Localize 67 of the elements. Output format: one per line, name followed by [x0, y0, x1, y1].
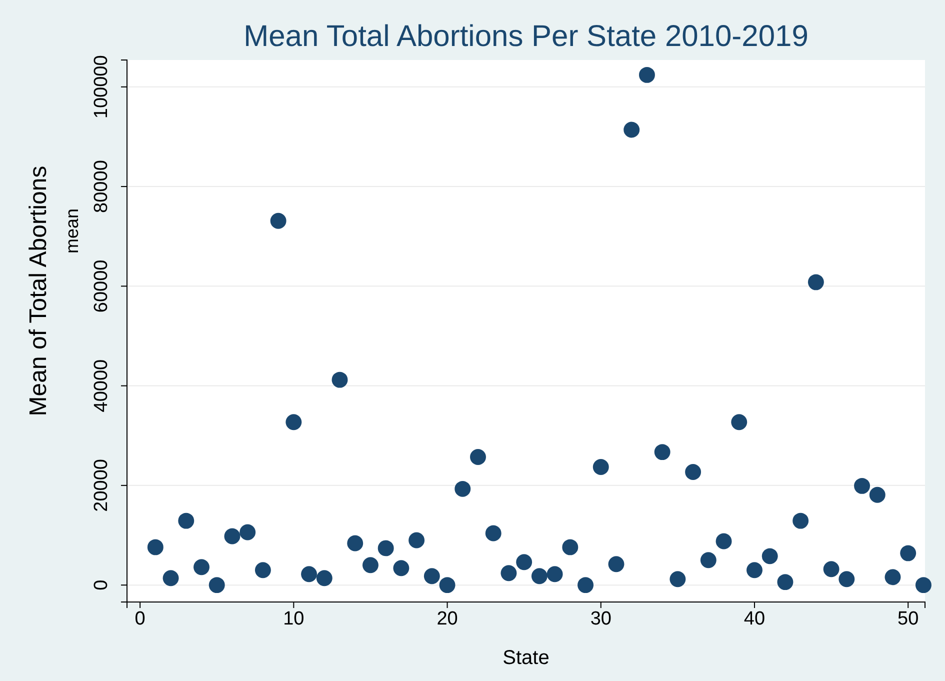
point	[670, 571, 686, 588]
point	[638, 66, 655, 83]
point	[208, 577, 225, 594]
point	[762, 548, 778, 564]
point	[654, 444, 670, 460]
y-axis-title: Mean of Total Abortions	[25, 166, 52, 416]
point	[578, 577, 594, 594]
point	[884, 569, 901, 586]
point	[900, 545, 916, 562]
point	[286, 414, 302, 430]
point	[746, 562, 762, 578]
point	[531, 568, 548, 584]
point	[608, 556, 624, 572]
point	[270, 212, 286, 229]
point	[562, 539, 578, 556]
point	[777, 574, 794, 590]
point	[408, 532, 425, 548]
point	[316, 570, 332, 586]
point	[378, 540, 394, 556]
y-tick-label: 80000	[91, 160, 112, 213]
x-tick-label: 30	[590, 608, 612, 630]
point	[147, 539, 164, 556]
point	[393, 560, 410, 576]
y-tick-label: 100000	[91, 55, 112, 119]
y-tick-label: 60000	[91, 260, 112, 313]
y-tick-label: 40000	[91, 359, 112, 412]
point	[332, 372, 348, 388]
point	[500, 565, 517, 582]
point	[823, 561, 840, 578]
x-axis-title: State	[502, 647, 550, 669]
point	[516, 554, 532, 570]
point	[624, 122, 640, 138]
point	[731, 414, 748, 430]
x-tick-label: 50	[898, 608, 919, 630]
point	[362, 557, 378, 574]
point	[162, 570, 179, 586]
point	[792, 512, 809, 529]
point	[700, 552, 716, 568]
point	[716, 533, 732, 550]
x-tick-label: 0	[134, 608, 146, 630]
point	[808, 274, 824, 290]
point	[178, 512, 194, 529]
point	[915, 577, 932, 594]
point	[240, 524, 256, 540]
chart-title: Mean Total Abortions Per State 2010-2019	[244, 20, 808, 53]
x-tick-label: 40	[744, 608, 766, 630]
point	[869, 486, 886, 503]
point	[592, 459, 609, 475]
x-tick-label: 20	[436, 608, 458, 630]
point	[685, 464, 702, 480]
point	[347, 535, 364, 552]
point	[485, 525, 502, 542]
x-tick-label: 10	[283, 608, 304, 630]
point	[470, 449, 486, 465]
point	[301, 566, 318, 582]
point	[546, 566, 563, 582]
point	[854, 478, 870, 494]
point	[224, 528, 240, 544]
y-tick-label: 0	[91, 580, 112, 590]
text: mean	[62, 208, 82, 254]
point	[424, 568, 440, 584]
point	[454, 480, 471, 497]
point	[254, 562, 271, 578]
y-tick-label: 20000	[91, 459, 112, 512]
point	[439, 577, 456, 594]
point	[838, 571, 855, 588]
point	[194, 559, 210, 576]
